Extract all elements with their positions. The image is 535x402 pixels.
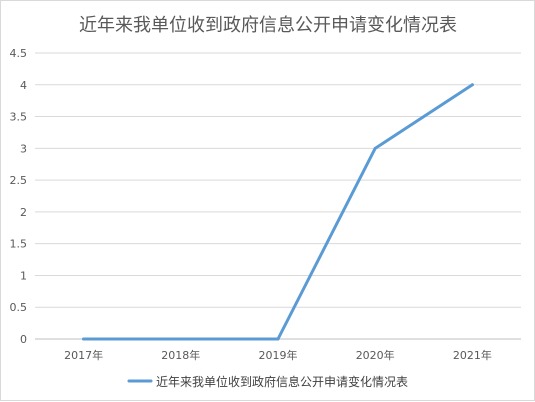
- y-tick-label: 4: [20, 79, 27, 92]
- y-axis-ticks: 0 0.5 1 1.5 2 2.5 3 3.5 4 4.5: [10, 47, 28, 346]
- y-tick-label: 0: [20, 333, 27, 346]
- chart-title: 近年来我单位收到政府信息公开申请变化情况表: [79, 15, 457, 36]
- data-point: [276, 337, 280, 341]
- y-tick-label: 1: [20, 269, 27, 282]
- x-tick-label: 2019年: [259, 348, 298, 362]
- data-point: [82, 337, 86, 341]
- x-tick-label: 2021年: [453, 348, 492, 362]
- x-axis-ticks: 2017年 2018年 2019年 2020年 2021年: [64, 348, 492, 362]
- y-tick-label: 0.5: [10, 301, 28, 314]
- gridlines: [35, 52, 521, 340]
- x-tick-label: 2018年: [161, 348, 200, 362]
- x-tick-label: 2020年: [356, 348, 395, 362]
- data-point: [470, 83, 474, 87]
- y-tick-label: 1.5: [10, 238, 28, 251]
- legend-label: 近年来我单位收到政府信息公开申请变化情况表: [156, 374, 408, 389]
- y-tick-label: 2: [20, 206, 27, 219]
- legend: 近年来我单位收到政府信息公开申请变化情况表: [127, 374, 408, 389]
- y-tick-label: 4.5: [10, 47, 28, 60]
- y-tick-label: 3: [20, 142, 27, 155]
- series-layer: [82, 83, 474, 341]
- y-tick-label: 3.5: [10, 111, 28, 124]
- data-point: [179, 337, 183, 341]
- data-point: [373, 146, 377, 150]
- y-tick-label: 2.5: [10, 174, 28, 187]
- x-tick-label: 2017年: [64, 348, 103, 362]
